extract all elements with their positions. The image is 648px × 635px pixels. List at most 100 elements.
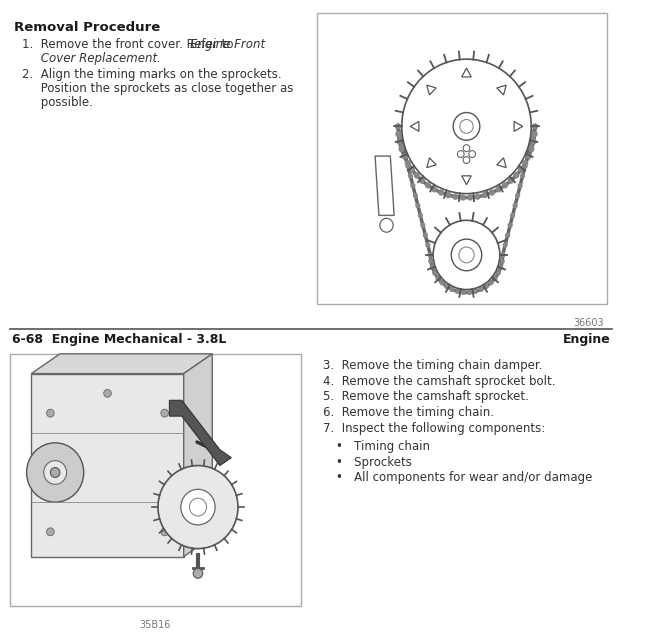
Circle shape	[489, 281, 493, 284]
Circle shape	[428, 253, 432, 257]
Circle shape	[161, 409, 168, 417]
Circle shape	[429, 259, 433, 263]
Circle shape	[399, 147, 404, 152]
Circle shape	[451, 239, 481, 271]
Circle shape	[521, 174, 524, 178]
Circle shape	[485, 284, 488, 288]
Circle shape	[511, 213, 515, 217]
Circle shape	[489, 190, 494, 195]
Circle shape	[426, 243, 430, 247]
Circle shape	[505, 233, 509, 237]
Circle shape	[396, 124, 400, 128]
Circle shape	[445, 284, 448, 288]
Circle shape	[509, 178, 513, 183]
Circle shape	[440, 281, 444, 284]
Circle shape	[439, 190, 443, 195]
Text: possible.: possible.	[22, 96, 93, 109]
Text: •   All components for wear and/or damage: • All components for wear and/or damage	[336, 472, 592, 485]
Circle shape	[399, 134, 402, 138]
Circle shape	[532, 131, 537, 137]
Text: 36603: 36603	[573, 318, 603, 328]
Text: 5.  Remove the camshaft sprocket.: 5. Remove the camshaft sprocket.	[323, 391, 529, 403]
Circle shape	[47, 409, 54, 417]
Circle shape	[474, 290, 478, 293]
Circle shape	[468, 290, 471, 295]
Circle shape	[406, 164, 410, 168]
Circle shape	[468, 195, 472, 200]
Circle shape	[410, 167, 414, 172]
Polygon shape	[169, 400, 231, 465]
Text: 35B16: 35B16	[139, 620, 171, 630]
Text: Engine: Engine	[562, 333, 610, 346]
Circle shape	[406, 161, 410, 166]
Circle shape	[529, 147, 534, 152]
Circle shape	[423, 233, 427, 237]
Circle shape	[501, 253, 505, 257]
Circle shape	[460, 195, 465, 200]
Circle shape	[27, 443, 84, 502]
Circle shape	[404, 154, 408, 158]
Circle shape	[479, 288, 483, 291]
Circle shape	[503, 243, 507, 247]
Text: Engine Front: Engine Front	[191, 38, 265, 51]
Circle shape	[420, 178, 424, 183]
Circle shape	[499, 265, 503, 269]
Circle shape	[402, 59, 531, 194]
Circle shape	[508, 224, 512, 227]
Text: •   Sprockets: • Sprockets	[336, 456, 412, 469]
Circle shape	[461, 290, 465, 295]
Circle shape	[432, 187, 437, 192]
Circle shape	[500, 259, 504, 263]
Polygon shape	[31, 354, 213, 373]
Circle shape	[397, 139, 402, 144]
Circle shape	[426, 183, 430, 188]
Circle shape	[430, 265, 434, 269]
Circle shape	[414, 173, 419, 178]
Circle shape	[158, 465, 238, 549]
Polygon shape	[183, 354, 213, 556]
Circle shape	[518, 184, 522, 188]
Circle shape	[503, 183, 507, 188]
Circle shape	[526, 154, 531, 159]
Circle shape	[43, 460, 67, 485]
Circle shape	[516, 194, 520, 197]
Circle shape	[436, 276, 440, 280]
Text: 3.  Remove the timing chain damper.: 3. Remove the timing chain damper.	[323, 359, 542, 371]
Text: 1.  Remove the front cover. Refer to: 1. Remove the front cover. Refer to	[22, 38, 237, 51]
Circle shape	[416, 203, 420, 208]
Circle shape	[531, 134, 535, 138]
Bar	[317, 13, 607, 304]
Circle shape	[408, 174, 412, 178]
Circle shape	[523, 161, 527, 166]
Circle shape	[528, 144, 532, 148]
Circle shape	[496, 271, 500, 275]
Circle shape	[411, 184, 415, 188]
Circle shape	[104, 389, 111, 398]
Circle shape	[526, 154, 529, 158]
Text: 6-68  Engine Mechanical - 3.8L: 6-68 Engine Mechanical - 3.8L	[12, 333, 227, 346]
Circle shape	[433, 220, 500, 290]
Circle shape	[453, 194, 457, 199]
Text: •   Timing chain: • Timing chain	[336, 440, 430, 453]
Text: Cover Replacement.: Cover Replacement.	[22, 52, 161, 65]
Circle shape	[493, 276, 497, 280]
Circle shape	[518, 167, 524, 172]
Circle shape	[428, 253, 432, 257]
Text: 4.  Remove the camshaft sprocket bolt.: 4. Remove the camshaft sprocket bolt.	[323, 375, 555, 387]
Circle shape	[421, 224, 424, 227]
Circle shape	[51, 467, 60, 478]
Circle shape	[419, 213, 422, 217]
Circle shape	[533, 124, 537, 129]
Circle shape	[533, 124, 537, 128]
Circle shape	[47, 528, 54, 536]
Circle shape	[483, 192, 487, 197]
Text: 6.  Remove the timing chain.: 6. Remove the timing chain.	[323, 406, 494, 419]
Circle shape	[450, 288, 454, 291]
Circle shape	[193, 568, 203, 578]
Circle shape	[453, 112, 480, 140]
Circle shape	[531, 139, 536, 144]
Circle shape	[501, 253, 505, 257]
Text: Position the sprockets as close together as: Position the sprockets as close together…	[22, 82, 293, 95]
Circle shape	[402, 154, 407, 159]
Circle shape	[181, 490, 215, 525]
